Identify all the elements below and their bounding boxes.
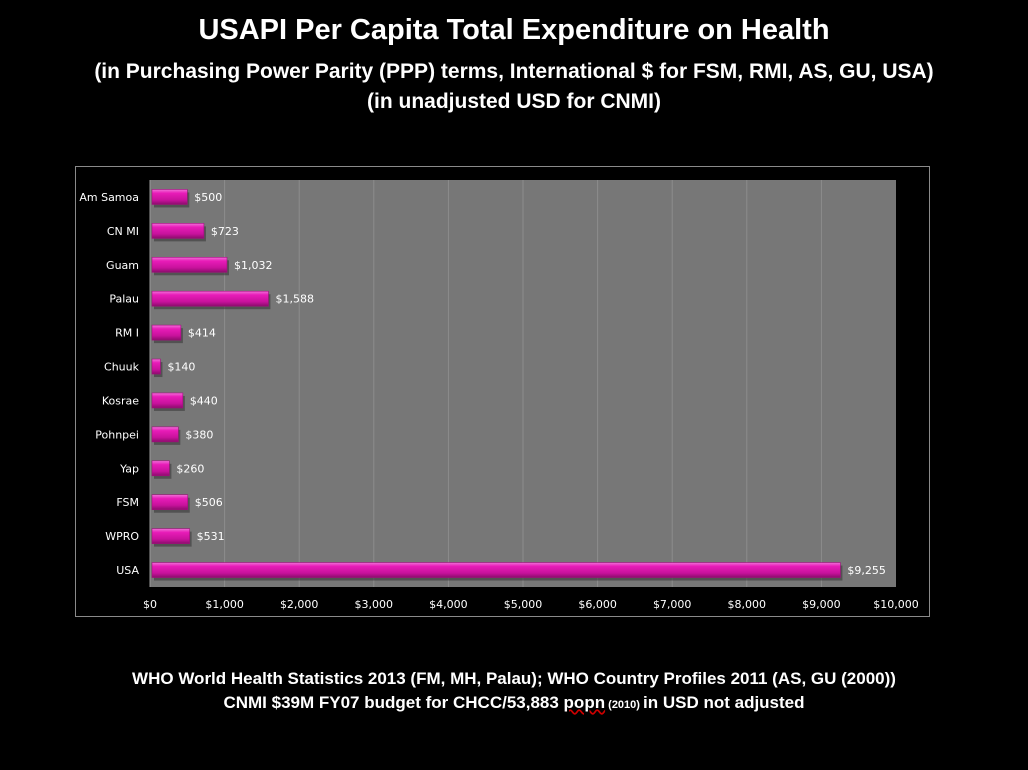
category-label: CN MI bbox=[107, 225, 139, 238]
chart-title: USAPI Per Capita Total Expenditure on He… bbox=[198, 14, 830, 46]
source-note-2: CNMI $39M FY07 budget for CHCC/53,883 po… bbox=[0, 693, 1028, 713]
chart-frame bbox=[75, 166, 930, 617]
data-label: $1,588 bbox=[275, 293, 314, 306]
bar-wpro bbox=[151, 528, 190, 544]
bars bbox=[151, 189, 843, 581]
x-tick-label: $7,000 bbox=[653, 598, 692, 611]
category-label: Palau bbox=[109, 293, 139, 306]
category-label: Am Samoa bbox=[79, 191, 139, 204]
data-label: $440 bbox=[190, 394, 218, 407]
bar-yap bbox=[151, 460, 170, 477]
bar-palau bbox=[151, 290, 269, 307]
category-label: Chuuk bbox=[104, 361, 140, 374]
data-label: $723 bbox=[211, 225, 239, 238]
chart-subtitle-ppp: (in Purchasing Power Parity (PPP) terms,… bbox=[94, 60, 934, 83]
x-tick-label: $8,000 bbox=[728, 598, 767, 611]
source-note-popn: popn bbox=[563, 693, 606, 712]
data-label: $1,032 bbox=[234, 259, 272, 272]
bar-pohnpei bbox=[151, 426, 179, 443]
bar-cnmi bbox=[151, 223, 205, 239]
bar-rmi bbox=[151, 324, 182, 341]
data-label: $531 bbox=[197, 530, 225, 543]
data-label: $414 bbox=[188, 327, 216, 340]
category-label: Yap bbox=[119, 462, 139, 475]
x-tick-label: $6,000 bbox=[578, 598, 617, 611]
x-tick-label: $2,000 bbox=[280, 598, 319, 611]
category-label: Guam bbox=[106, 259, 139, 272]
data-label: $9,255 bbox=[847, 564, 886, 577]
x-tick-label: $4,000 bbox=[429, 598, 468, 611]
category-label: WPRO bbox=[105, 530, 139, 543]
source-note-1: WHO World Health Statistics 2013 (FM, MH… bbox=[132, 669, 896, 688]
category-label: Pohnpei bbox=[95, 428, 139, 441]
category-labels: Am Samoa CN MI Guam Palau RM I Chuuk Kosrae Poh… bbox=[79, 191, 139, 577]
source-note-year: (2010) bbox=[605, 699, 644, 711]
data-label: $500 bbox=[194, 191, 222, 204]
x-tick-label: $0 bbox=[143, 598, 157, 611]
bar-chuuk bbox=[151, 358, 161, 375]
gridlines bbox=[149, 180, 822, 587]
category-label: RM I bbox=[115, 327, 139, 340]
category-label: USA bbox=[116, 564, 139, 577]
x-tick-label: $10,000 bbox=[873, 598, 919, 611]
x-tick-label: $3,000 bbox=[355, 598, 394, 611]
data-label: $140 bbox=[167, 361, 195, 374]
x-tick-label: $1,000 bbox=[205, 598, 244, 611]
bar-guam bbox=[151, 256, 228, 273]
data-labels: $500 $723 $1,032 $1,588 $414 $140 $440 $380 $260… bbox=[167, 191, 885, 577]
source-note-2a: CNMI $39M FY07 budget for CHCC/53,883 bbox=[223, 693, 564, 712]
source-note-2b: in USD not adjusted bbox=[643, 693, 805, 712]
data-label: $506 bbox=[195, 496, 223, 509]
category-label: FSM bbox=[116, 496, 139, 509]
bar-usa bbox=[151, 562, 841, 578]
category-label: Kosrae bbox=[102, 394, 139, 407]
chart-subtitle-usd: (in unadjusted USD for CNMI) bbox=[367, 90, 661, 113]
x-tick-label: $5,000 bbox=[504, 598, 543, 611]
bar-fsm bbox=[151, 494, 189, 511]
x-tick-label: $9,000 bbox=[802, 598, 841, 611]
bar-kosrae bbox=[151, 392, 184, 409]
data-label: $260 bbox=[176, 462, 204, 475]
bar-am-samoa bbox=[151, 189, 188, 205]
data-label: $380 bbox=[185, 428, 213, 441]
x-tick-labels: $0 $1,000 $2,000 $3,000 $4,000 $5,000 $6,000 $7… bbox=[143, 598, 919, 611]
